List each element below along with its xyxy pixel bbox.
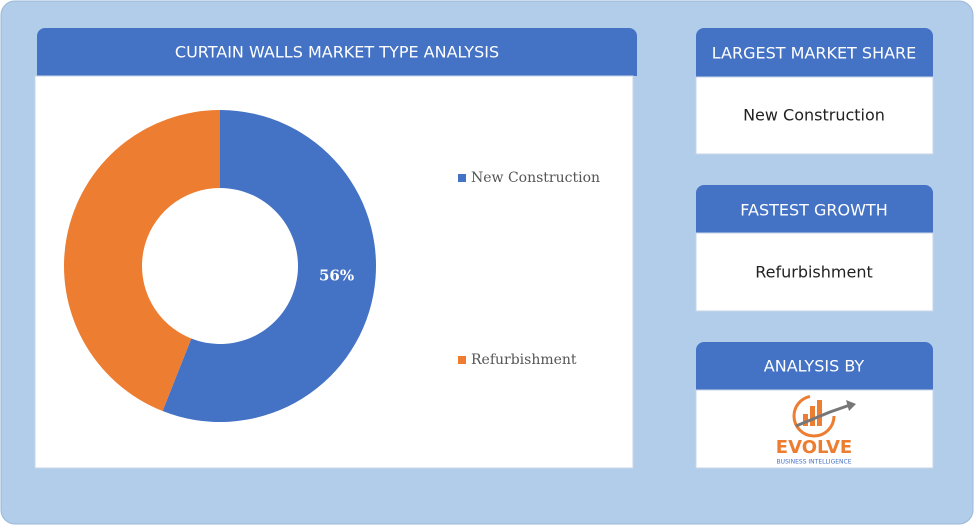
- panel-body: [695, 232, 934, 312]
- panel-text: Refurbishment: [755, 263, 873, 282]
- panel-header: [696, 28, 933, 77]
- panel-header: [696, 185, 933, 233]
- chart-title: CURTAIN WALLS MARKET TYPE ANALYSIS: [175, 43, 499, 62]
- panel-title: LARGEST MARKET SHARE: [712, 44, 917, 63]
- panel-body: [695, 389, 934, 469]
- donut-slice: [63, 110, 220, 412]
- panel-title: FASTEST GROWTH: [740, 201, 887, 220]
- logo-ring: [792, 394, 836, 438]
- logo-name: EVOLVE: [776, 437, 852, 458]
- legend-label: New Construction: [471, 170, 600, 186]
- data-label: 56%: [319, 266, 354, 284]
- panel-text: New Construction: [743, 106, 885, 125]
- legend-swatch: [458, 174, 466, 182]
- logo-bar: [817, 400, 822, 426]
- legend-label: Refurbishment: [471, 352, 577, 368]
- donut-slice: [162, 110, 376, 423]
- panel-header: [696, 342, 933, 390]
- legend-swatch: [458, 356, 466, 364]
- donut-chart: 56% New Construction Refurbishment: [63, 110, 600, 423]
- logo-arrow-head: [846, 400, 856, 411]
- logo: EVOLVE BUSINESS INTELLIGENCE: [776, 394, 856, 466]
- logo-arrow: [795, 403, 851, 428]
- panel-title: ANALYSIS BY: [764, 357, 865, 376]
- panel-body: [695, 76, 934, 155]
- chart-header: [37, 28, 637, 76]
- logo-bar: [810, 406, 815, 426]
- logo-bar: [803, 414, 808, 426]
- logo-tagline: BUSINESS INTELLIGENCE: [777, 459, 852, 466]
